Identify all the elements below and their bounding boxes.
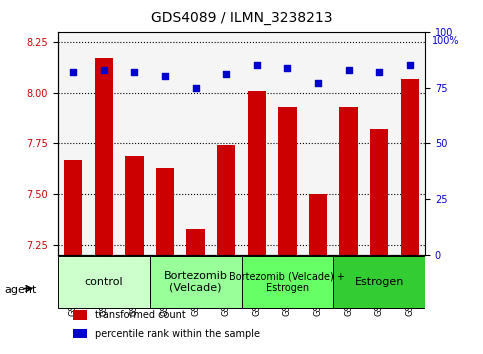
Bar: [72, 310, 87, 320]
Text: transformed count: transformed count: [95, 310, 185, 320]
Bar: [217, 145, 235, 255]
Point: [314, 80, 322, 86]
Text: percentile rank within the sample: percentile rank within the sample: [95, 329, 260, 338]
Bar: [64, 160, 83, 255]
FancyBboxPatch shape: [333, 256, 425, 308]
Point: [70, 69, 77, 75]
Text: control: control: [85, 277, 123, 287]
Bar: [156, 168, 174, 255]
Bar: [370, 129, 388, 255]
Bar: [278, 107, 297, 255]
FancyBboxPatch shape: [242, 256, 333, 308]
Text: agent: agent: [5, 285, 37, 295]
Text: 100%: 100%: [432, 36, 460, 46]
FancyBboxPatch shape: [58, 256, 150, 308]
Bar: [340, 107, 358, 255]
Point: [192, 85, 199, 91]
Point: [161, 74, 169, 79]
Bar: [125, 156, 143, 255]
Text: Estrogen: Estrogen: [355, 277, 404, 287]
Bar: [248, 91, 266, 255]
Bar: [400, 79, 419, 255]
Point: [253, 63, 261, 68]
Point: [100, 67, 108, 73]
Point: [130, 69, 138, 75]
Point: [406, 63, 413, 68]
Bar: [309, 194, 327, 255]
Point: [284, 65, 291, 70]
Text: GDS4089 / ILMN_3238213: GDS4089 / ILMN_3238213: [151, 11, 332, 25]
Bar: [95, 58, 113, 255]
FancyBboxPatch shape: [150, 256, 242, 308]
Bar: [186, 229, 205, 255]
Point: [222, 72, 230, 77]
Bar: [72, 329, 87, 338]
Point: [345, 67, 353, 73]
Text: Bortezomib
(Velcade): Bortezomib (Velcade): [164, 271, 227, 293]
Point: [375, 69, 383, 75]
Text: Bortezomib (Velcade) +
Estrogen: Bortezomib (Velcade) + Estrogen: [229, 271, 345, 293]
